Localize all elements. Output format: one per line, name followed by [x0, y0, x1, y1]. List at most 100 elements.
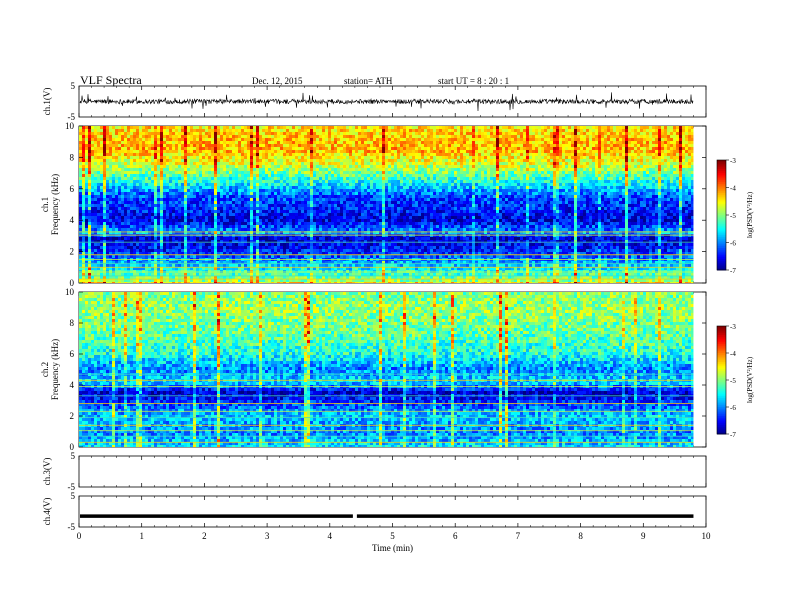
spectrogram-cell: [661, 162, 664, 165]
spectrogram-cell: [688, 186, 691, 189]
spectrogram-cell: [208, 171, 211, 174]
spectrogram-cell: [94, 186, 97, 189]
spectrogram-cell: [424, 165, 427, 168]
spectrogram-cell: [586, 177, 589, 180]
spectrogram-cell: [628, 177, 631, 180]
spectrogram-cell: [241, 156, 244, 159]
spectrogram-cell: [328, 126, 331, 129]
spectrogram-cell: [301, 141, 304, 144]
spectrogram-cell: [436, 156, 439, 159]
spectrogram-cell: [121, 129, 124, 132]
spectrogram-cell: [457, 177, 460, 180]
spectrogram-cell: [439, 144, 442, 147]
spectrogram-cell: [559, 165, 562, 168]
spectrogram-cell: [661, 135, 664, 138]
spectrogram-cell: [214, 177, 217, 180]
spectrogram-cell: [478, 138, 481, 141]
spectrogram-cell: [406, 135, 409, 138]
spectrogram-cell: [592, 177, 595, 180]
spectrogram-cell: [430, 138, 433, 141]
spectrogram-cell: [403, 150, 406, 153]
spectrogram-cell: [409, 141, 412, 144]
spectrogram-cell: [223, 171, 226, 174]
spectrogram-cell: [601, 132, 604, 135]
spectrogram-cell: [586, 132, 589, 135]
spectrogram-cell: [682, 144, 685, 147]
spectrogram-cell: [310, 129, 313, 132]
spectrogram-cell: [199, 156, 202, 159]
spectrogram-cell: [112, 126, 115, 129]
spectrogram-cell: [637, 165, 640, 168]
spectrogram-cell: [142, 186, 145, 189]
spectrogram-cell: [433, 165, 436, 168]
spectrogram-cell: [382, 147, 385, 150]
spectrogram-cell: [649, 186, 652, 189]
spectrogram-cell: [667, 129, 670, 132]
spectrogram-cell: [94, 141, 97, 144]
spectrogram-cell: [145, 150, 148, 153]
spectrogram-cell: [247, 183, 250, 186]
spectrogram-cell: [124, 144, 127, 147]
spectrogram-cell: [415, 177, 418, 180]
spectrogram-cell: [121, 174, 124, 177]
spectrogram-cell: [529, 141, 532, 144]
spectrogram-cell: [364, 150, 367, 153]
spectrogram-cell: [400, 126, 403, 129]
spectrogram-cell: [448, 147, 451, 150]
spectrogram-cell: [361, 162, 364, 165]
spectrogram-cell: [586, 168, 589, 171]
spectrogram-cell: [439, 183, 442, 186]
spectrogram-cell: [502, 168, 505, 171]
spectrogram-cell: [193, 186, 196, 189]
spectrogram-cell: [637, 135, 640, 138]
spectrogram-cell: [121, 189, 124, 192]
spectrogram-cell: [184, 174, 187, 177]
spectrogram-cell: [82, 180, 85, 183]
spectrogram-cell: [529, 168, 532, 171]
spectrogram-cell: [358, 126, 361, 129]
spectrogram-cell: [454, 171, 457, 174]
spectrogram-cell: [418, 141, 421, 144]
spectrogram-cell: [205, 135, 208, 138]
spectrogram-cell: [205, 147, 208, 150]
spectrogram-cell: [634, 141, 637, 144]
spectrogram-cell: [448, 150, 451, 153]
spectrogram-cell: [379, 165, 382, 168]
spectrogram-cell: [397, 126, 400, 129]
spectrogram-cell: [319, 183, 322, 186]
spectrogram-cell: [151, 144, 154, 147]
spectrogram-cell: [172, 147, 175, 150]
spectrogram-cell: [424, 183, 427, 186]
spectrogram-cell: [691, 162, 693, 165]
spectrogram-cell: [361, 156, 364, 159]
spectrogram-cell: [199, 162, 202, 165]
spectrogram-cell: [649, 135, 652, 138]
spectrogram-cell: [571, 147, 574, 150]
spectrogram-cell: [439, 159, 442, 162]
spectrogram-cell: [496, 177, 499, 180]
spectrogram-cell: [643, 180, 646, 183]
spectrogram-cell: [499, 174, 502, 177]
spectrogram-cell: [484, 180, 487, 183]
spectrogram-cell: [256, 165, 259, 168]
spectrogram-cell: [439, 138, 442, 141]
spectrogram-cell: [79, 132, 82, 135]
spectrogram-cell: [454, 177, 457, 180]
spectrogram-cell: [292, 159, 295, 162]
spectrogram-cell: [388, 189, 391, 192]
spectrogram-cell: [241, 165, 244, 168]
spectrogram-cell: [307, 147, 310, 150]
spectrogram-cell: [301, 126, 304, 129]
spectrogram-cell: [160, 165, 163, 168]
spectrogram-cell: [592, 126, 595, 129]
spectrogram-cell: [493, 132, 496, 135]
spectrogram-cell: [484, 147, 487, 150]
spectrogram-cell: [499, 165, 502, 168]
spectrogram-cell: [121, 186, 124, 189]
spectrogram-cell: [136, 153, 139, 156]
spectrogram-cell: [676, 180, 679, 183]
spectrogram-cell: [391, 138, 394, 141]
spectrogram-cell: [664, 162, 667, 165]
spectrogram-cell: [403, 129, 406, 132]
spectrogram-cell: [343, 174, 346, 177]
